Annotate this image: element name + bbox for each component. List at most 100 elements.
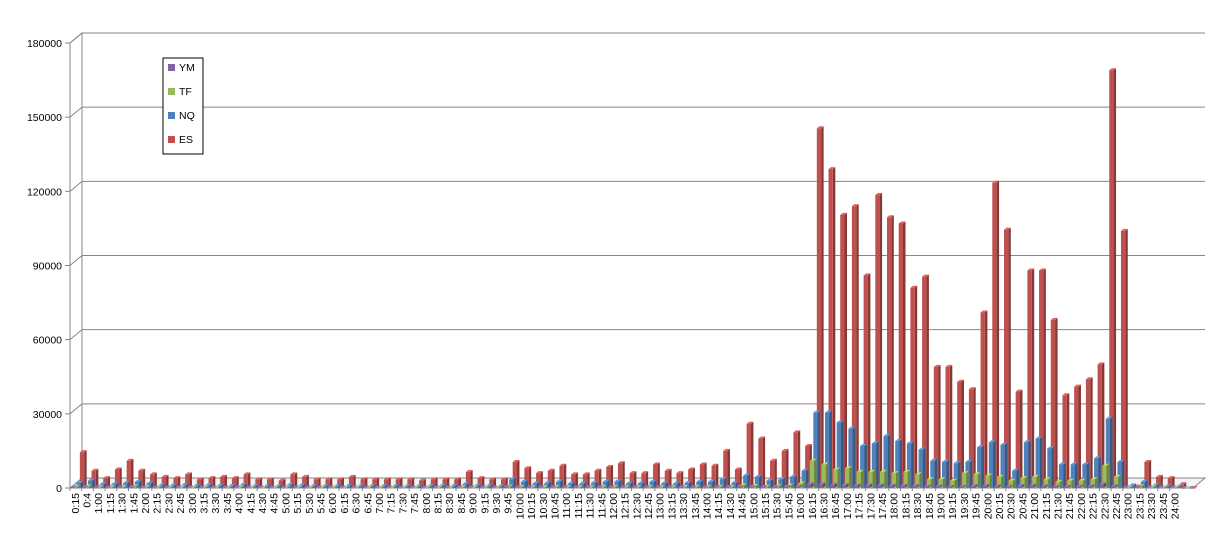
bar-front xyxy=(860,445,865,488)
bar-side xyxy=(495,485,498,488)
bar-side xyxy=(692,467,695,488)
bar-top xyxy=(596,485,604,488)
bar-front xyxy=(582,474,588,488)
bar-ym xyxy=(736,485,744,488)
bar-front xyxy=(634,487,639,488)
x-tick-label: 1:45 xyxy=(128,493,140,514)
bar-side xyxy=(460,485,463,488)
x-tick-label: 11:15 xyxy=(573,493,585,519)
bar-nq xyxy=(813,410,821,488)
bar-ym xyxy=(268,485,276,489)
bar-front xyxy=(699,464,705,488)
bar-side xyxy=(1125,228,1128,488)
x-tick-label: 17:30 xyxy=(865,493,877,519)
bar-side xyxy=(786,448,789,488)
bar-top xyxy=(961,471,969,474)
bar-top xyxy=(809,458,817,461)
bar-top xyxy=(419,478,426,481)
bar-side xyxy=(1162,485,1165,488)
gridline-left xyxy=(69,255,83,266)
bar-side xyxy=(626,485,630,488)
bar-front xyxy=(676,473,681,488)
bar-front xyxy=(400,487,405,489)
bar-front xyxy=(809,460,815,488)
bar-ym xyxy=(1157,485,1165,489)
bar-side xyxy=(1063,462,1066,488)
bar-side xyxy=(294,472,298,488)
bar-ym xyxy=(935,484,943,488)
bar-front xyxy=(903,471,908,488)
bar-top xyxy=(1156,474,1163,477)
bar-front xyxy=(245,487,250,489)
bar-top xyxy=(795,484,802,487)
bar-es xyxy=(325,477,333,488)
bar-top xyxy=(395,477,403,480)
bar-front xyxy=(1094,458,1099,488)
bar-top xyxy=(965,460,973,463)
bar-ym xyxy=(806,482,814,488)
bar-es xyxy=(489,477,497,488)
bar-side xyxy=(127,481,130,488)
bar-ym xyxy=(865,483,873,488)
bar-front xyxy=(708,481,713,488)
bar-side xyxy=(167,485,171,488)
bar-front xyxy=(851,206,857,488)
bar-side xyxy=(752,485,756,488)
bar-side xyxy=(903,221,906,488)
y-tick-label: 180000 xyxy=(27,38,62,50)
bar-side xyxy=(545,485,548,488)
bar-top xyxy=(1157,485,1165,488)
bar-front xyxy=(614,481,619,488)
bar-ym xyxy=(163,485,171,489)
bar-side xyxy=(717,485,721,488)
bar-side xyxy=(1009,484,1013,488)
bar-top xyxy=(146,481,154,484)
bar-front xyxy=(681,487,686,488)
bar-side xyxy=(139,479,142,488)
bar-side xyxy=(439,485,443,488)
bar-front xyxy=(1157,487,1163,489)
bar-side xyxy=(435,477,438,488)
bar-tf xyxy=(1008,478,1016,488)
bar-side xyxy=(697,485,700,488)
bar-side xyxy=(486,485,490,488)
bar-front xyxy=(806,484,812,488)
bar-front xyxy=(505,486,510,488)
bar-front xyxy=(743,475,748,488)
bar-side xyxy=(399,477,403,488)
bar-side xyxy=(1145,479,1148,488)
bar-top xyxy=(689,485,697,488)
bar-front xyxy=(957,381,962,488)
bar-side xyxy=(369,485,373,488)
bar-es xyxy=(1085,377,1093,488)
bar-nq xyxy=(766,478,774,488)
bar-side xyxy=(1059,479,1063,488)
bar-top xyxy=(1027,268,1035,271)
bar-es xyxy=(267,477,274,488)
bar-front xyxy=(988,442,994,488)
bar-front xyxy=(318,487,323,489)
x-tick-label: 9:00 xyxy=(468,493,480,514)
bar-tf xyxy=(868,469,876,488)
bar-side xyxy=(743,483,747,488)
bar-ym xyxy=(771,485,779,488)
bar-front xyxy=(584,487,589,489)
bar-front xyxy=(412,487,417,489)
bar-side xyxy=(318,477,321,488)
bar-side xyxy=(80,481,84,488)
bar-top xyxy=(467,485,475,488)
bar-top xyxy=(641,471,649,474)
bar-top xyxy=(719,477,727,480)
x-tick-label: 7:00 xyxy=(374,493,386,514)
bar-side xyxy=(1055,317,1058,488)
bar-es xyxy=(208,476,216,488)
bar-top xyxy=(462,482,470,485)
bar-side xyxy=(1165,485,1168,488)
bar-top xyxy=(489,477,497,480)
bar-side xyxy=(1156,483,1160,488)
bar-front xyxy=(365,487,370,489)
bar-front xyxy=(1050,319,1056,488)
bar-top xyxy=(163,485,171,488)
bar-top xyxy=(1020,476,1028,479)
bar-front xyxy=(669,487,674,488)
